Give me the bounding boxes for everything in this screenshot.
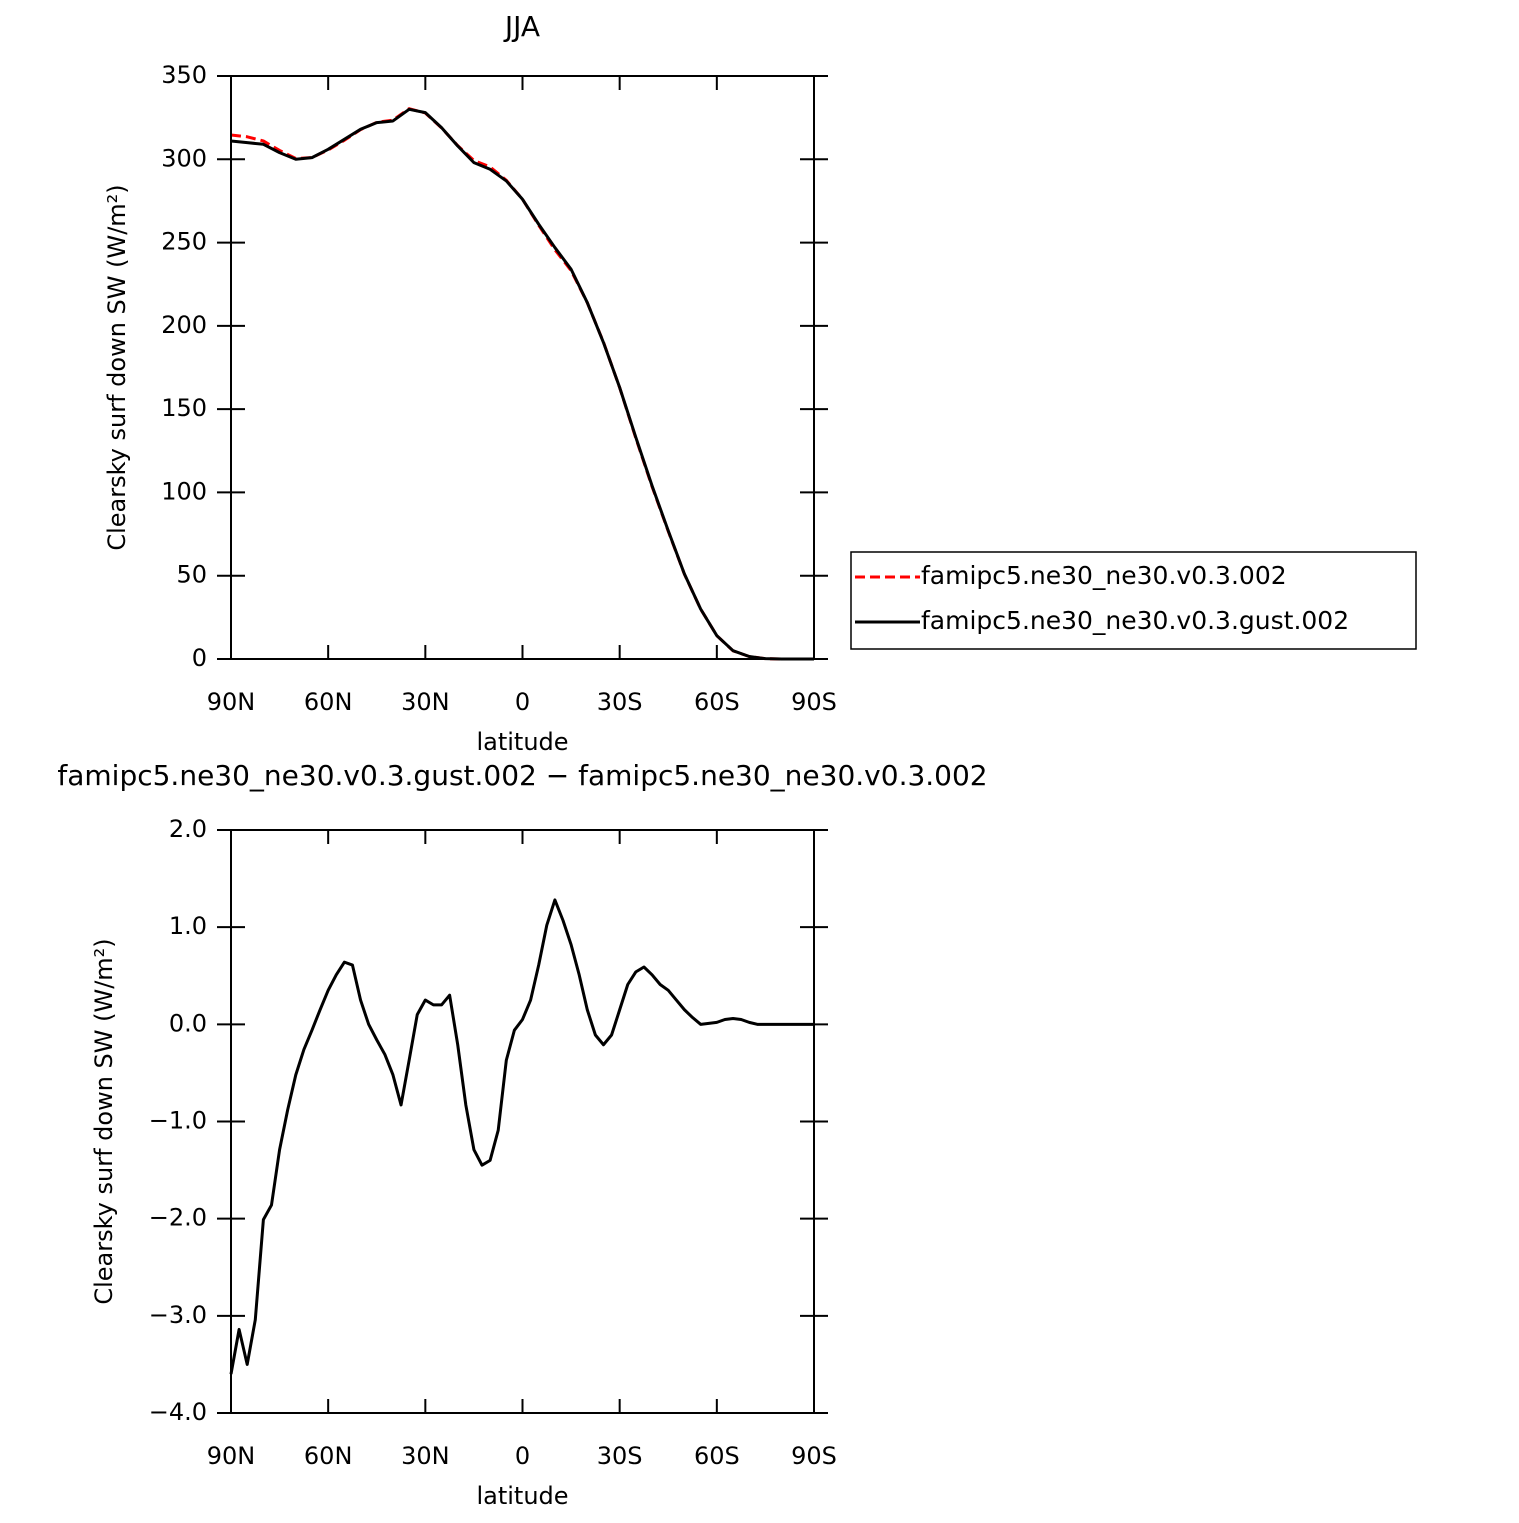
x-tick-label: 30S (597, 1442, 643, 1470)
x-tick-label: 60S (694, 1442, 740, 1470)
x-tick-label: 90N (207, 1442, 256, 1470)
x-tick-label: 30N (401, 688, 450, 716)
x-tick-label: 0 (515, 688, 530, 716)
x-tick-label: 30S (597, 688, 643, 716)
chart-title: famipc5.ne30_ne30.v0.3.gust.002 − famipc… (57, 759, 987, 792)
y-tick-label: 2.0 (169, 815, 207, 843)
x-tick-label: 0 (515, 1442, 530, 1470)
y-tick-label: 350 (161, 61, 207, 89)
y-tick-label: 300 (161, 144, 207, 172)
data-line (230, 107, 814, 661)
legend-label: famipc5.ne30_ne30.v0.3.gust.002 (921, 606, 1349, 635)
y-tick-label: 0.0 (169, 1009, 207, 1037)
x-tick-label: 90N (207, 688, 256, 716)
legend-label: famipc5.ne30_ne30.v0.3.002 (921, 561, 1287, 590)
y-tick-label: 1.0 (169, 912, 207, 940)
x-tick-label: 90S (791, 688, 837, 716)
y-tick-label: 0 (192, 644, 207, 672)
data-line (230, 107, 814, 661)
plot-frame (230, 75, 815, 660)
y-tick-label: −4.0 (149, 1398, 207, 1426)
y-tick-label: 100 (161, 477, 207, 505)
y-tick-label: −3.0 (149, 1301, 207, 1329)
y-tick-label: −2.0 (149, 1204, 207, 1232)
x-tick-label: 60N (304, 688, 353, 716)
y-tick-label: −1.0 (149, 1107, 207, 1135)
x-tick-label: 90S (791, 1442, 837, 1470)
chart-title: JJA (503, 10, 540, 43)
y-tick-label: 200 (161, 311, 207, 339)
y-tick-label: 150 (161, 394, 207, 422)
x-tick-label: 60N (304, 1442, 353, 1470)
y-tick-label: 250 (161, 228, 207, 256)
x-axis-label: latitude (476, 728, 568, 756)
plot-frame (230, 829, 815, 1414)
y-axis-label: Clearsky surf down SW (W/m²) (103, 184, 131, 550)
y-axis-label: Clearsky surf down SW (W/m²) (90, 938, 118, 1304)
data-line (229, 898, 814, 1375)
x-tick-label: 30N (401, 1442, 450, 1470)
x-tick-label: 60S (694, 688, 740, 716)
x-axis-label: latitude (476, 1482, 568, 1510)
legend-box (850, 551, 1417, 650)
y-tick-label: 50 (176, 561, 207, 589)
